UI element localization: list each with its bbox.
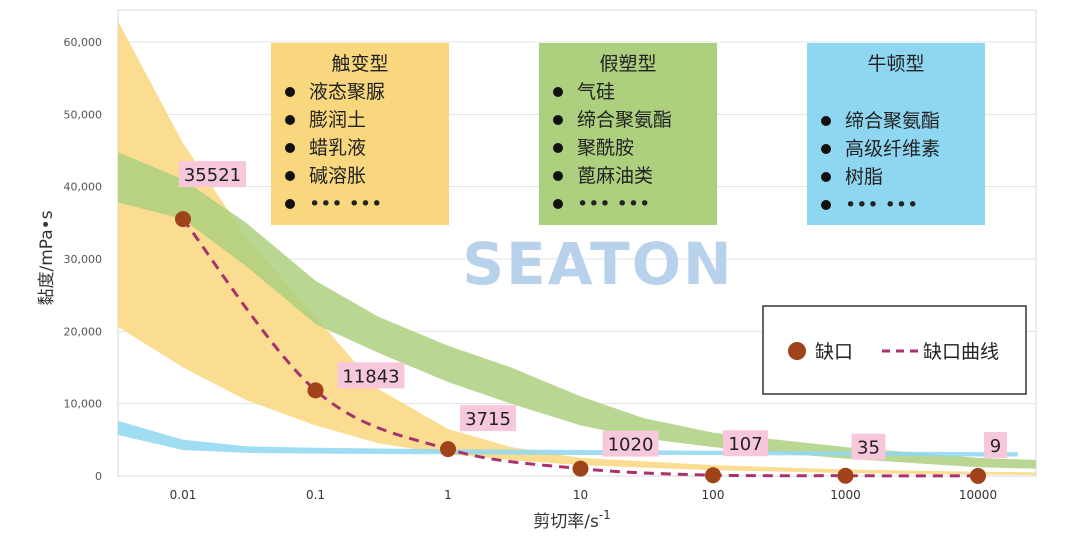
bullet-icon bbox=[553, 199, 563, 209]
notch-point-marker bbox=[837, 467, 854, 484]
data-label-bg bbox=[602, 430, 659, 457]
notch-point-marker bbox=[970, 467, 986, 484]
data-label: 1020 bbox=[608, 435, 654, 456]
category-title: 触变型 bbox=[331, 53, 388, 75]
category-item: 聚酰胺 bbox=[577, 137, 634, 159]
category-item: 液态聚脲 bbox=[309, 81, 385, 103]
bullet-icon bbox=[821, 116, 831, 126]
category-item: 蓖麻油类 bbox=[577, 165, 653, 187]
bullet-icon bbox=[553, 143, 563, 153]
notch-point: 1020 bbox=[572, 430, 659, 477]
y-axis-ticks: 0 10,000 20,000 30,000 40,000 50,000 60,000 bbox=[64, 36, 103, 483]
bullet-icon bbox=[285, 171, 295, 181]
seaton-watermark: SEATON bbox=[462, 230, 733, 298]
category-bands bbox=[118, 21, 1036, 475]
data-label-bg bbox=[984, 431, 1007, 458]
x-tick-label: 100 bbox=[702, 488, 725, 502]
category-item: ••• ••• bbox=[309, 193, 382, 215]
bullet-icon bbox=[553, 115, 563, 125]
y-tick-label: 60,000 bbox=[64, 36, 103, 49]
x-tick-label: 0.1 bbox=[306, 488, 325, 502]
category-box-bg bbox=[807, 43, 985, 225]
category-item: 膨润土 bbox=[309, 109, 366, 131]
notch-points: 35521 11843 3715 1020 107 35 9 bbox=[175, 161, 1007, 484]
newtonian-band bbox=[118, 420, 1018, 457]
data-label: 9 bbox=[990, 436, 1001, 457]
data-label: 3715 bbox=[465, 409, 511, 430]
legend-frame bbox=[762, 305, 1027, 395]
data-label: 35521 bbox=[184, 165, 241, 186]
notch-point: 3715 bbox=[440, 405, 516, 458]
bullet-icon bbox=[553, 171, 563, 181]
category-item: 气硅 bbox=[577, 81, 615, 103]
category-item: 树脂 bbox=[845, 166, 883, 188]
category-item: 高级纤维素 bbox=[845, 138, 940, 160]
category-box-bg bbox=[271, 43, 449, 225]
bullet-icon bbox=[821, 200, 831, 210]
data-label: 35 bbox=[857, 438, 880, 459]
category-box-bg bbox=[539, 43, 717, 225]
x-tick-label: 10000 bbox=[959, 488, 997, 502]
notch-point: 11843 bbox=[307, 362, 405, 399]
notch-point-marker bbox=[307, 382, 324, 399]
notch-point-marker bbox=[705, 467, 721, 484]
category-item: ••• ••• bbox=[577, 193, 650, 215]
bullet-icon bbox=[285, 87, 295, 97]
x-axis-ticks: 0.01 0.1 1 10 100 1000 10000 bbox=[170, 488, 997, 502]
bullet-icon bbox=[285, 115, 295, 125]
y-tick-label: 30,000 bbox=[64, 253, 103, 266]
x-tick-label: 10 bbox=[573, 488, 588, 502]
notch-point-marker bbox=[175, 211, 191, 228]
x-axis-title-superscript: -1 bbox=[599, 508, 611, 522]
bullet-icon bbox=[553, 87, 563, 97]
y-tick-label: 50,000 bbox=[64, 108, 103, 121]
x-tick-label: 1000 bbox=[830, 488, 861, 502]
category-item: 缔合聚氨酯 bbox=[577, 109, 672, 131]
y-tick-label: 20,000 bbox=[64, 325, 103, 338]
bullet-icon bbox=[285, 143, 295, 153]
bullet-icon bbox=[821, 172, 831, 182]
y-tick-label: 0 bbox=[95, 470, 102, 483]
data-label: 11843 bbox=[342, 366, 399, 387]
notch-point: 35521 bbox=[175, 161, 246, 228]
legend-marker-icon bbox=[788, 342, 806, 360]
notch-point: 35 bbox=[837, 433, 886, 484]
y-axis-title: 黏度/mPa•s bbox=[37, 210, 57, 305]
notch-point: 107 bbox=[705, 430, 768, 484]
bullet-icon bbox=[821, 144, 831, 154]
data-label-bg bbox=[460, 405, 516, 432]
category-item: 缔合聚氨酯 bbox=[845, 110, 940, 132]
data-label-bg bbox=[337, 362, 405, 389]
data-label: 107 bbox=[728, 434, 762, 455]
legend-marker-label: 缺口 bbox=[815, 341, 853, 363]
bullet-icon bbox=[285, 199, 295, 209]
x-axis-title: 剪切率/s-1 bbox=[533, 508, 611, 532]
y-tick-label: 10,000 bbox=[64, 398, 103, 411]
y-tick-label: 40,000 bbox=[64, 181, 103, 194]
x-tick-label: 0.01 bbox=[170, 488, 197, 502]
thixotropic-band bbox=[118, 21, 1036, 475]
data-label-bg bbox=[851, 433, 886, 460]
x-tick-label: 1 bbox=[444, 488, 452, 502]
category-item: 蜡乳液 bbox=[309, 137, 366, 159]
legend: 缺口 缺口曲线 bbox=[762, 305, 1027, 395]
notch-point-marker bbox=[572, 460, 589, 477]
data-label-bg bbox=[723, 430, 768, 457]
category-item: 碱溶胀 bbox=[309, 165, 366, 187]
data-label-bg bbox=[179, 161, 246, 188]
category-title: 牛顿型 bbox=[867, 53, 924, 75]
category-item: ••• ••• bbox=[845, 194, 918, 216]
category-title: 假塑型 bbox=[599, 53, 656, 75]
pseudoplastic-band bbox=[118, 152, 1036, 469]
x-axis-title-main: 剪切率/s bbox=[533, 512, 599, 532]
notch-point-marker bbox=[440, 441, 456, 458]
notch-point: 9 bbox=[970, 431, 1007, 484]
legend-line-label: 缺口曲线 bbox=[923, 341, 999, 363]
